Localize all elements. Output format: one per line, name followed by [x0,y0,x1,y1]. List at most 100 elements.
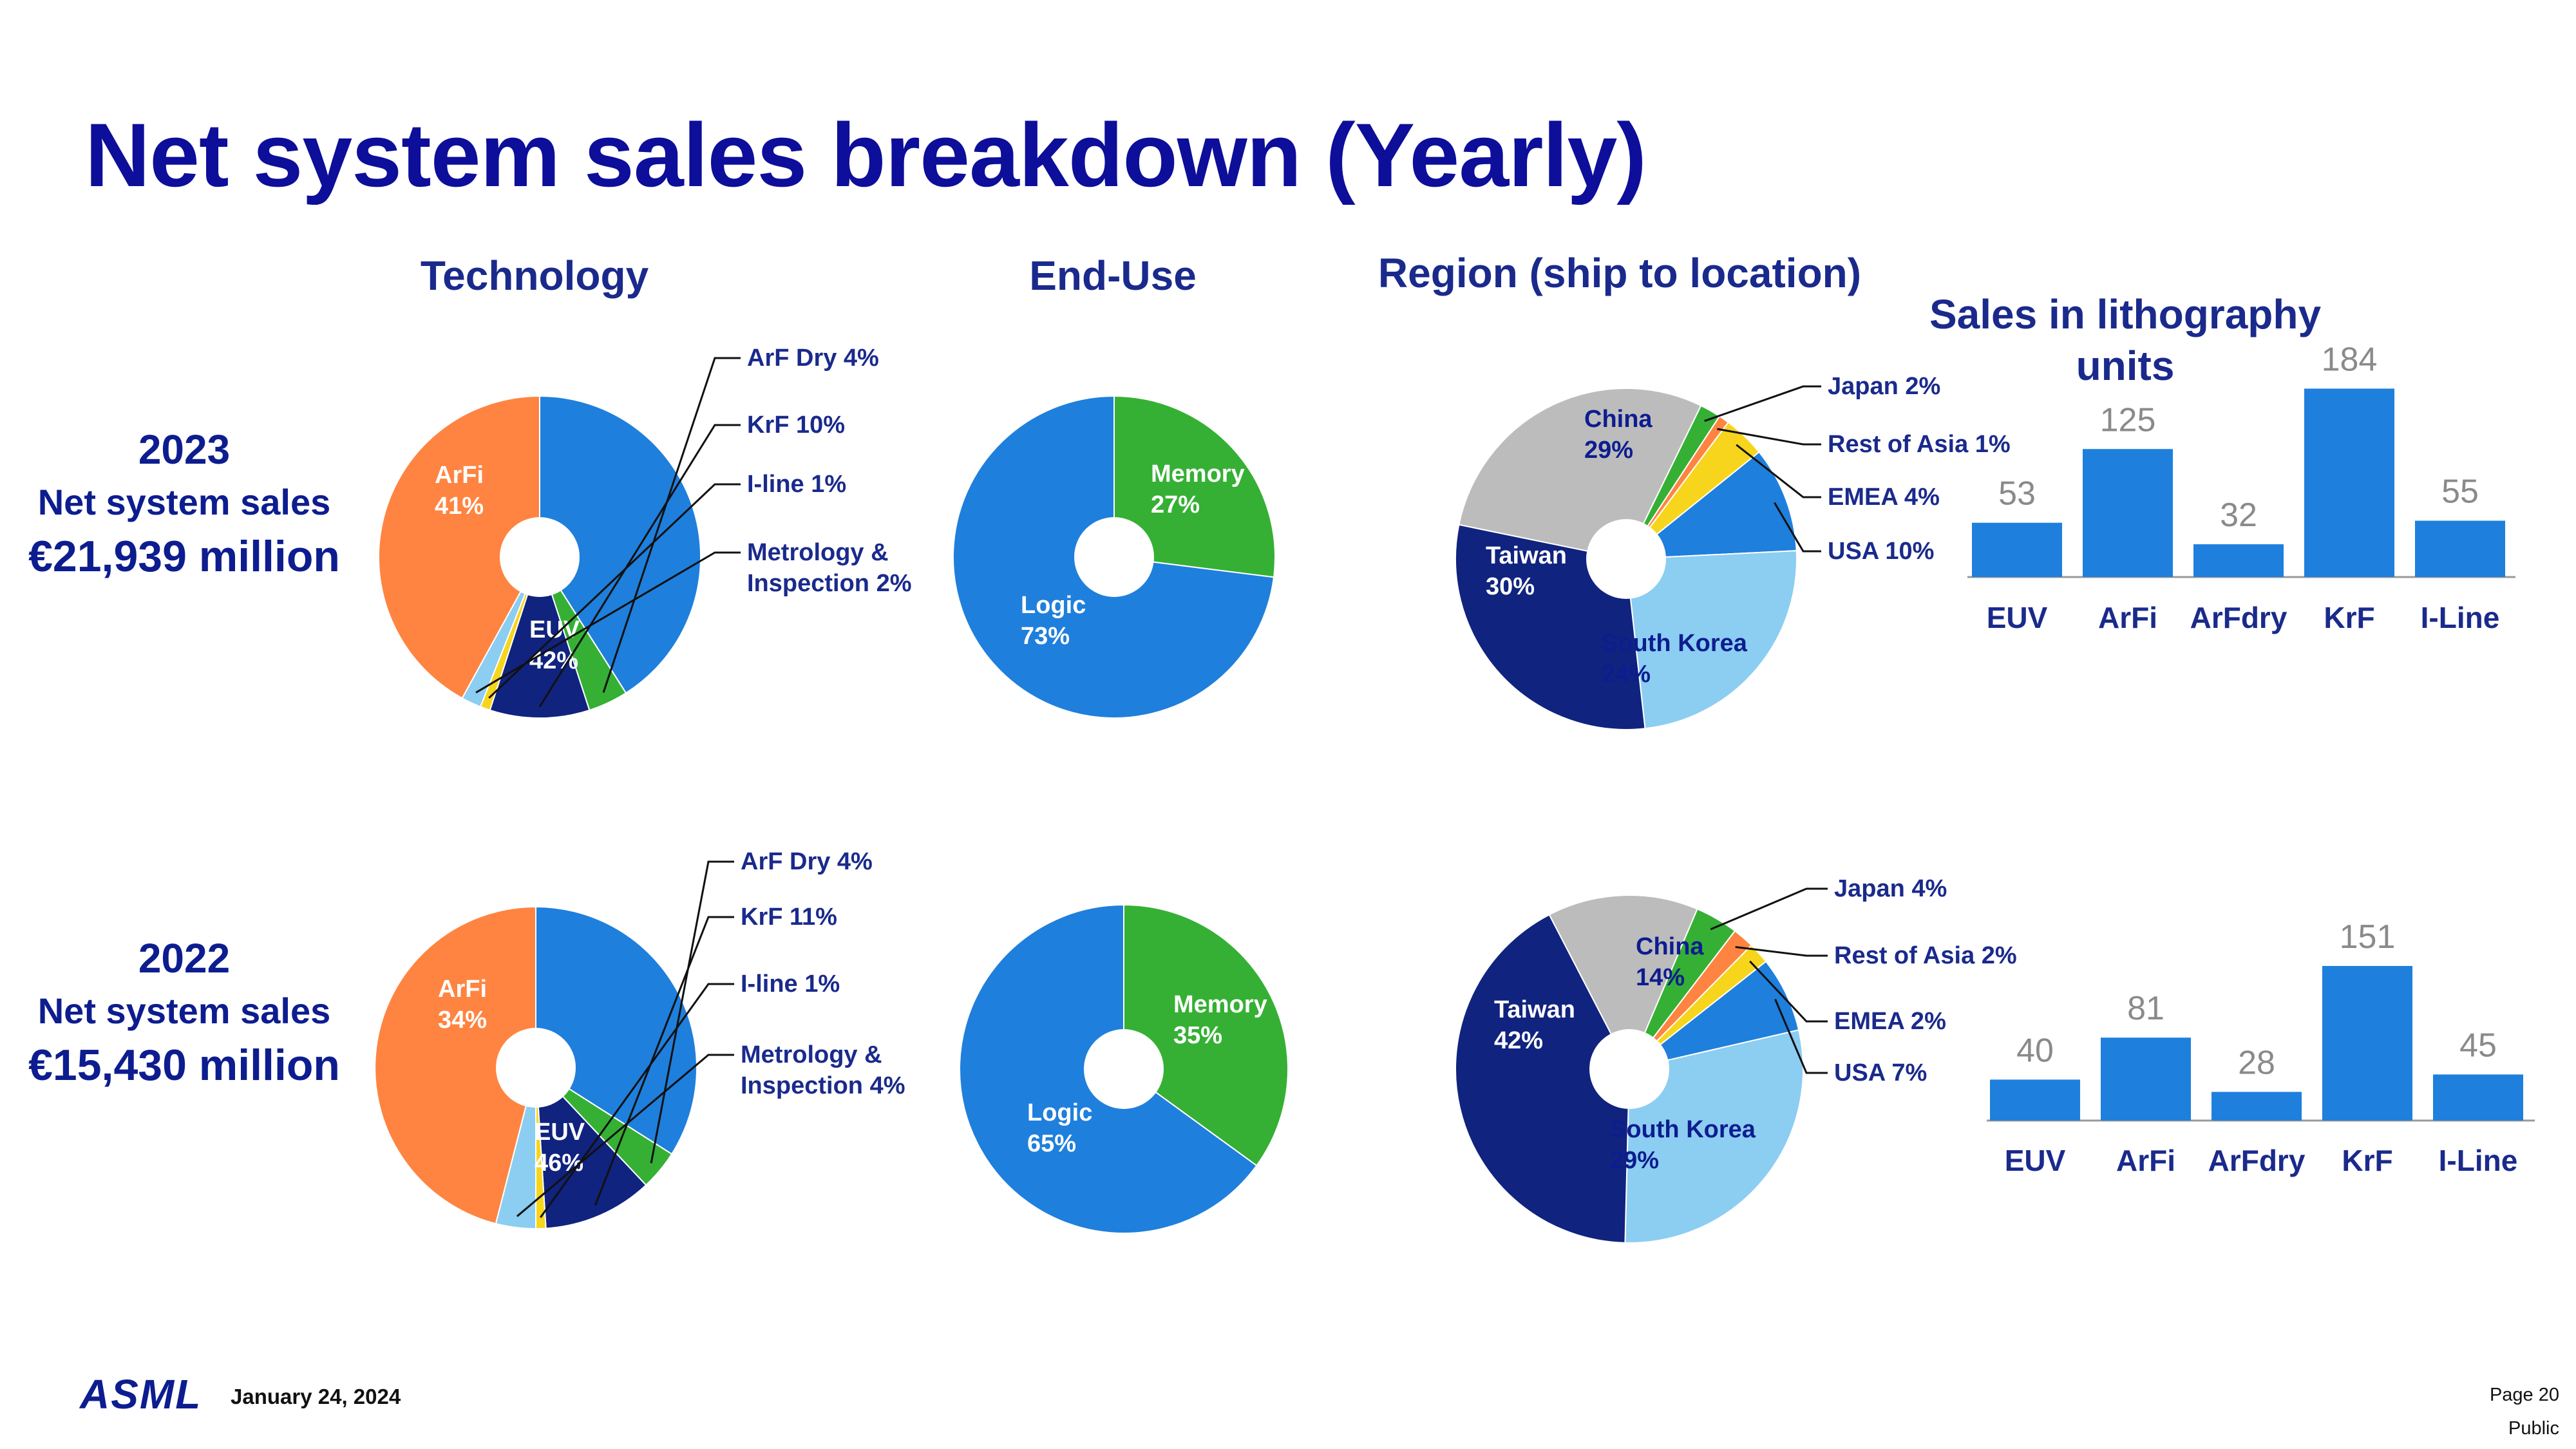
column-header-units-line2: units [2076,343,2175,389]
pie-slice-south-korea [1624,1029,1804,1244]
x-tick-label-krf: KrF [2342,1144,2392,1177]
callout-line-arf-dry [650,860,734,1164]
bar-krf [2304,388,2394,577]
slice-value-south-korea: 24% [1602,661,1651,688]
x-tick-label-krf: KrF [2324,601,2374,634]
row-2022-summary: 2022 Net system sales €15,430 million [4,933,365,1092]
slice-label-south-korea: South Korea [1602,630,1748,657]
slice-value-memory: 35% [1173,1022,1222,1049]
bar-arfi [2101,1037,2191,1121]
pie-chart-region2023: South Korea 24% Taiwan 30% China 29% Japan 2% R… [1454,373,2011,730]
pie-slice-usa [1629,960,1800,1070]
callout-label-rest-of-asia: Rest of Asia 1% [1828,431,2011,458]
slice-value-taiwan: 30% [1486,573,1535,600]
page-number: Page 20 [2489,1385,2559,1405]
pie-slice-memory [1123,904,1289,1167]
footer-date: January 24, 2024 [231,1385,401,1408]
slice-label-china: China [1584,406,1653,433]
pie-hole [1084,1029,1164,1109]
callout-label-krf: KrF 11% [741,904,837,931]
row-2023-summary: 2023 Net system sales €21,939 million [4,424,365,583]
pie-slice-south-korea [1625,550,1798,730]
net-sales-label: Net system sales [37,482,331,522]
callout-line-japan [1710,887,1828,931]
callout-line-japan [1704,385,1821,422]
classification-label: Public [2508,1418,2559,1439]
pie-chart-region2022: South Korea 29% Taiwan 42% China 14% Japan 4% R… [1455,875,2017,1244]
callout-label-line2-metrology-inspection: Inspection 4% [741,1072,905,1099]
slice-value-logic: 65% [1027,1130,1076,1157]
callout-line-metrology-inspection [516,1054,734,1217]
column-header-units-line1: Sales in lithography [1929,291,2322,337]
slice-label-euv: EUV [535,1119,585,1146]
pie-slice-china [1548,895,1698,1071]
pie-hole [500,517,580,597]
slice-value-euv: 46% [535,1150,583,1177]
bar-value-label-arfdry: 28 [2238,1044,2275,1081]
pie-slice-euv [378,395,540,699]
x-tick-label-euv: EUV [1987,601,2048,634]
pie-hole [1074,517,1154,597]
callout-label-usa: USA 7% [1834,1059,1927,1086]
x-tick-label-arfi: ArFi [2098,601,2157,634]
callout-label-metrology-inspection: Metrology & [747,539,889,566]
callout-label-line2-metrology-inspection: Inspection 2% [747,570,912,597]
bar-krf [2322,965,2412,1121]
x-tick-label-arfdry: ArFdry [2190,601,2287,634]
callout-line-arf-dry [602,357,741,693]
callout-label-emea: EMEA 2% [1834,1008,1946,1035]
slice-value-china: 29% [1584,437,1633,464]
slice-label-south-korea: South Korea [1610,1116,1756,1143]
pie-hole [1586,519,1666,599]
pie-slice-china [1458,387,1702,560]
pie-chart-enduse2023: Memory 27% Logic 73% [952,395,1276,719]
column-header-end-use: End-Use [1029,252,1197,299]
callout-label-usa: USA 10% [1828,538,1934,565]
pie-slice-usa [1624,451,1797,560]
slice-value-china: 14% [1636,964,1685,991]
slice-value-south-korea: 29% [1610,1147,1659,1174]
bar-value-label-krf: 151 [2340,918,2396,956]
callout-line-emea [1736,444,1821,498]
page-title: Net system sales breakdown (Yearly) [85,104,1647,205]
slice-label-taiwan: Taiwan [1486,542,1567,569]
bar-arfdry [2211,1092,2302,1121]
pie-chart-tech2023: ArFi 41% EUV 42% ArF Dry 4% KrF 10% I-line 1% M… [378,345,912,719]
x-tick-label-arfdry: ArFdry [2208,1144,2306,1177]
asml-logo: ASML [80,1371,202,1417]
slice-label-logic: Logic [1027,1099,1092,1126]
callout-line-usa [1774,502,1821,553]
callout-line-metrology-inspection [475,551,741,694]
callout-line-krf [538,424,741,708]
slice-label-taiwan: Taiwan [1494,996,1575,1023]
callout-line-rest-of-asia [1717,428,1821,446]
bar-value-label-arfi: 125 [2100,401,2156,439]
net-sales-amount: €15,430 million [28,1041,340,1090]
bar-value-label-euv: 40 [2016,1032,2054,1069]
callout-label-arf-dry: ArF Dry 4% [747,345,879,372]
callout-label-japan: Japan 4% [1834,875,1947,902]
slice-label-memory: Memory [1173,991,1267,1018]
bar-value-label-i-line: 45 [2459,1027,2497,1064]
callout-label-arf-dry: ArF Dry 4% [741,848,873,875]
bar-euv [1990,1079,2080,1121]
year-label: 2023 [138,426,231,473]
bar-arfdry [2193,544,2284,577]
x-tick-label-i-line: I-Line [2439,1144,2518,1177]
callout-label-krf: KrF 10% [747,412,845,439]
bar-value-label-krf: 184 [2322,341,2378,378]
pie-hole [1589,1029,1669,1109]
pie-slice-euv [374,905,536,1225]
pie-chart-tech2022: ArFi 34% EUV 46% ArF Dry 4% KrF 11% I-line 1% M… [374,848,905,1230]
slice-value-memory: 27% [1151,491,1200,518]
x-tick-label-euv: EUV [2005,1144,2066,1177]
callout-line-rest-of-asia [1735,946,1828,957]
slice-label-memory: Memory [1151,460,1245,488]
bar-value-label-i-line: 55 [2441,473,2479,511]
callout-label-rest-of-asia: Rest of Asia 2% [1834,942,2017,969]
column-header-region: Region (ship to location) [1378,250,1861,296]
column-header-technology: Technology [421,252,649,299]
callout-label-i-line: I-line 1% [747,471,846,498]
